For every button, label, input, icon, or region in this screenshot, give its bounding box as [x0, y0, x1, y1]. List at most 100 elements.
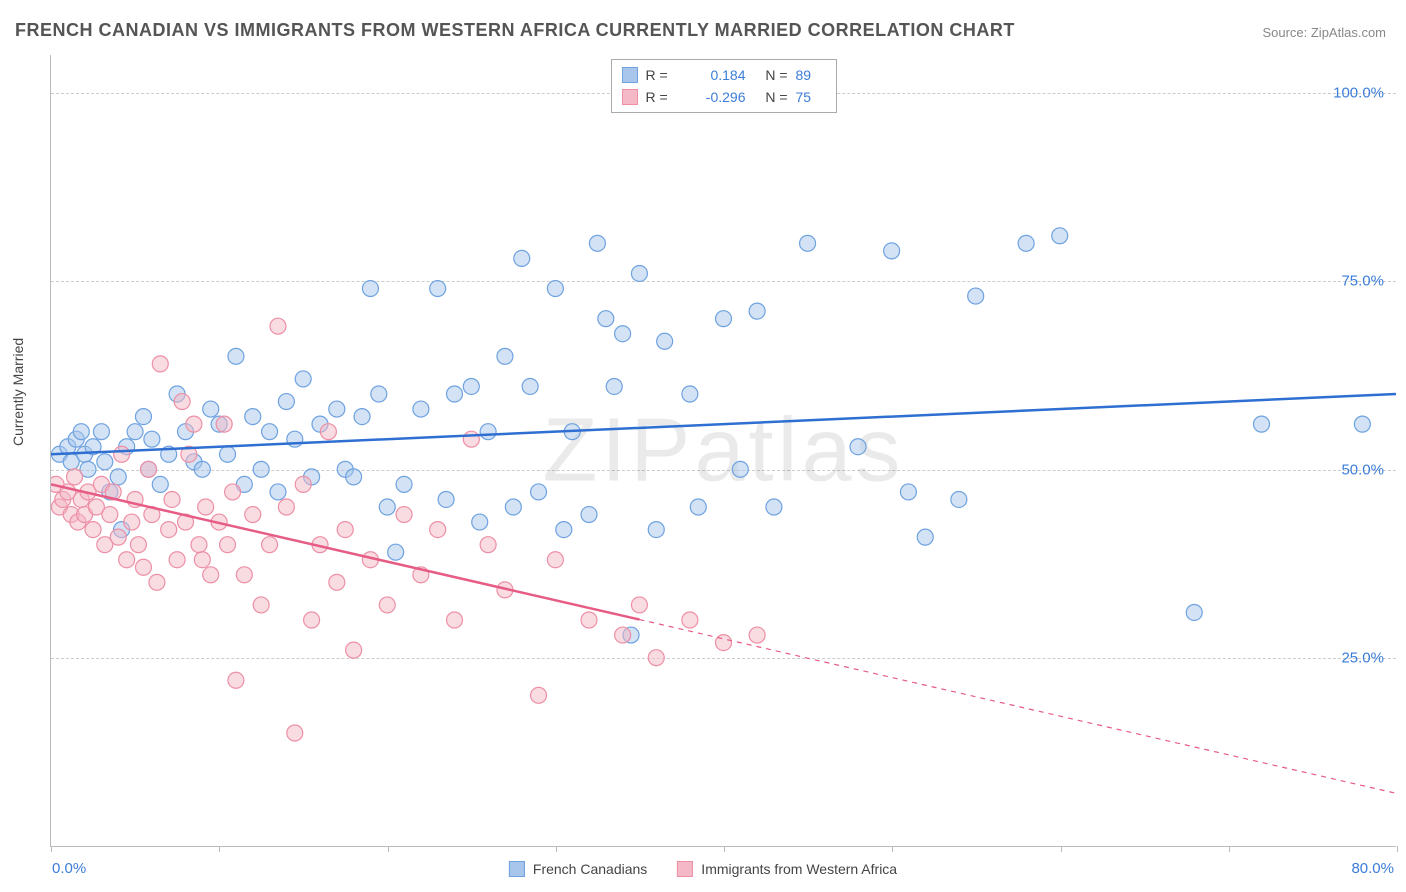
legend-r-value: 0.184 — [686, 67, 746, 83]
scatter-point — [102, 507, 118, 523]
legend-r-value: -0.296 — [686, 89, 746, 105]
scatter-point — [1052, 228, 1068, 244]
legend-n-value: 75 — [796, 89, 826, 105]
chart-plot-area: ZIPatlas R = 0.184 N = 89 R = -0.296 N =… — [50, 55, 1396, 847]
scatter-point — [682, 612, 698, 628]
legend-swatch — [509, 861, 525, 877]
legend-r-label: R = — [646, 67, 678, 83]
scatter-point — [220, 446, 236, 462]
scatter-point — [220, 537, 236, 553]
scatter-point — [631, 597, 647, 613]
scatter-point — [379, 499, 395, 515]
x-tick-mark — [1397, 846, 1398, 852]
scatter-point — [581, 507, 597, 523]
scatter-point — [337, 522, 353, 538]
scatter-point — [648, 522, 664, 538]
x-tick-mark — [219, 846, 220, 852]
scatter-point — [93, 424, 109, 440]
scatter-point — [547, 281, 563, 297]
scatter-point — [135, 559, 151, 575]
scatter-point — [67, 469, 83, 485]
scatter-point — [732, 461, 748, 477]
scatter-point — [396, 476, 412, 492]
scatter-point — [800, 235, 816, 251]
scatter-point — [152, 476, 168, 492]
scatter-point — [749, 627, 765, 643]
scatter-point — [169, 552, 185, 568]
scatter-point — [346, 642, 362, 658]
legend-series: French Canadians Immigrants from Western… — [509, 861, 897, 877]
legend-n-label: N = — [754, 89, 788, 105]
scatter-point — [716, 311, 732, 327]
scatter-point — [278, 499, 294, 515]
scatter-point — [144, 431, 160, 447]
trend-line-dashed — [639, 620, 1396, 794]
scatter-point — [388, 544, 404, 560]
x-tick-mark — [388, 846, 389, 852]
scatter-point — [379, 597, 395, 613]
scatter-point — [354, 409, 370, 425]
scatter-point — [236, 567, 252, 583]
x-tick-mark — [892, 846, 893, 852]
scatter-plot-svg — [51, 55, 1396, 846]
scatter-point — [203, 567, 219, 583]
scatter-point — [951, 491, 967, 507]
x-tick-mark — [1061, 846, 1062, 852]
scatter-point — [682, 386, 698, 402]
scatter-point — [149, 574, 165, 590]
x-tick-mark — [1229, 846, 1230, 852]
scatter-point — [749, 303, 765, 319]
legend-swatch — [622, 67, 638, 83]
scatter-point — [472, 514, 488, 530]
legend-series-label: Immigrants from Western Africa — [701, 861, 897, 877]
scatter-point — [1254, 416, 1270, 432]
x-tick-max: 80.0% — [1351, 860, 1394, 877]
scatter-point — [262, 537, 278, 553]
scatter-point — [346, 469, 362, 485]
scatter-point — [1186, 604, 1202, 620]
scatter-point — [505, 499, 521, 515]
scatter-point — [198, 499, 214, 515]
scatter-point — [320, 424, 336, 440]
legend-correlation-row: R = -0.296 N = 75 — [622, 86, 826, 108]
scatter-point — [463, 431, 479, 447]
scatter-point — [225, 484, 241, 500]
legend-correlation-row: R = 0.184 N = 89 — [622, 64, 826, 86]
scatter-point — [480, 537, 496, 553]
scatter-point — [245, 409, 261, 425]
scatter-point — [531, 687, 547, 703]
scatter-point — [114, 446, 130, 462]
scatter-point — [657, 333, 673, 349]
scatter-point — [430, 522, 446, 538]
scatter-point — [598, 311, 614, 327]
scatter-point — [141, 461, 157, 477]
scatter-point — [127, 424, 143, 440]
scatter-point — [191, 537, 207, 553]
scatter-point — [447, 612, 463, 628]
legend-n-label: N = — [754, 67, 788, 83]
scatter-point — [216, 416, 232, 432]
scatter-point — [531, 484, 547, 500]
scatter-point — [615, 627, 631, 643]
scatter-point — [164, 491, 180, 507]
scatter-point — [329, 574, 345, 590]
scatter-point — [329, 401, 345, 417]
x-tick-mark — [724, 846, 725, 852]
scatter-point — [270, 318, 286, 334]
scatter-point — [295, 371, 311, 387]
scatter-point — [690, 499, 706, 515]
scatter-point — [135, 409, 151, 425]
scatter-point — [606, 378, 622, 394]
scatter-point — [463, 378, 479, 394]
x-tick-mark — [51, 846, 52, 852]
scatter-point — [438, 491, 454, 507]
source-label: Source: ZipAtlas.com — [1262, 25, 1386, 40]
scatter-point — [73, 424, 89, 440]
scatter-point — [194, 552, 210, 568]
scatter-point — [917, 529, 933, 545]
x-tick-min: 0.0% — [52, 860, 86, 877]
scatter-point — [228, 672, 244, 688]
scatter-point — [186, 416, 202, 432]
scatter-point — [556, 522, 572, 538]
scatter-point — [253, 597, 269, 613]
